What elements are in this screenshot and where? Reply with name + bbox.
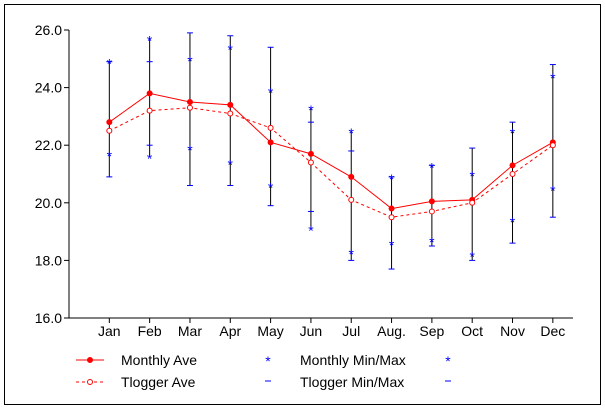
tlogger-ave-line: [109, 107, 554, 218]
legend-asterisk-icon-left: *: [265, 353, 271, 369]
x-tick-label: May: [257, 323, 283, 339]
monthly-minmax-asterisk: *: [349, 246, 355, 262]
monthly-minmax-asterisk: *: [429, 159, 435, 175]
x-tick-label: Jul: [342, 323, 360, 339]
monthly-ave-point: [388, 205, 395, 212]
monthly-minmax-asterisk: *: [228, 156, 234, 172]
x-tick-label: Dec: [540, 323, 565, 339]
tlogger-ave-point: [186, 104, 193, 111]
monthly-minmax-asterisk: *: [349, 125, 355, 141]
tlogger-ave-point: [509, 171, 516, 177]
legend-label-monthly-minmax: Monthly Min/Max: [300, 352, 406, 368]
monthly-ave-point: [428, 198, 435, 205]
monthly-ave-point: [227, 101, 234, 108]
monthly-minmax-asterisk: *: [268, 180, 274, 196]
monthly-minmax-asterisk: *: [308, 223, 314, 239]
monthly-ave-point: [509, 162, 516, 169]
tlogger-ave-point: [227, 110, 234, 117]
monthly-minmax-asterisk: *: [389, 237, 395, 253]
x-tick-label: Nov: [500, 323, 525, 339]
tlogger-ave-point: [549, 142, 556, 149]
monthly-minmax-asterisk: *: [107, 56, 113, 72]
x-tick-label: Aug.: [377, 323, 406, 339]
legend: Monthly Ave Tlogger Ave * Monthly Min/Ma…: [76, 352, 451, 390]
monthly-ave-point: [267, 139, 274, 146]
legend-marker-tlogger-ave: [87, 379, 93, 385]
tlogger-ave-point: [307, 159, 314, 166]
monthly-ave-line: [109, 92, 554, 210]
legend-label-monthly-ave: Monthly Ave: [121, 352, 197, 368]
monthly-ave-point: [348, 173, 355, 180]
y-tick-label: 16.0: [35, 310, 62, 326]
x-tick-label: Oct: [461, 323, 483, 339]
x-tick-label: Apr: [219, 323, 241, 339]
legend-asterisk-icon-right: *: [445, 353, 451, 369]
monthly-minmax-asterisk: *: [429, 234, 435, 250]
tlogger-ave-point: [146, 107, 153, 114]
x-tick-label: Jan: [98, 323, 121, 339]
monthly-minmax-asterisk: *: [308, 102, 314, 118]
x-tick-label: Mar: [178, 323, 202, 339]
tlogger-ave-point: [469, 199, 476, 206]
legend-label-tlogger-ave: Tlogger Ave: [121, 374, 196, 390]
plot-layer: 16.0 18.0 20.0 22.0 24.0 26.0 Jan Feb Mar Apr May J…: [35, 22, 573, 339]
monthly-minmax-asterisk: *: [147, 151, 153, 167]
monthly-ave-point: [186, 99, 193, 105]
monthly-ave-point: [106, 119, 113, 126]
x-tick-label: Jun: [300, 323, 323, 339]
monthly-minmax-asterisk: *: [107, 148, 113, 164]
y-tick-label: 18.0: [35, 252, 62, 268]
monthly-minmax-asterisk: *: [389, 171, 395, 187]
monthly-minmax-asterisk: *: [469, 249, 475, 265]
x-tick-label: Sep: [419, 323, 444, 339]
outer-frame: [4, 4, 601, 405]
y-tick-label: 24.0: [35, 80, 62, 96]
monthly-minmax-asterisk: *: [187, 142, 193, 158]
x-tick-label: Feb: [138, 323, 162, 339]
monthly-minmax-asterisk: *: [510, 125, 516, 141]
monthly-minmax-asterisk: *: [550, 182, 556, 198]
monthly-minmax-asterisk: *: [550, 70, 556, 86]
legend-label-tlogger-minmax: Tlogger Min/Max: [300, 374, 404, 390]
monthly-minmax-asterisk: *: [268, 84, 274, 100]
tlogger-ave-point: [348, 196, 355, 203]
monthly-ave-point: [146, 90, 153, 97]
legend-marker-monthly-ave: [87, 357, 93, 363]
monthly-minmax-asterisk: *: [147, 33, 153, 49]
tlogger-ave-point: [267, 124, 274, 131]
y-tick-label: 20.0: [35, 195, 62, 211]
y-tick-label: 26.0: [35, 22, 62, 38]
monthly-minmax-asterisk: *: [187, 53, 193, 69]
monthly-minmax-asterisk: *: [510, 214, 516, 230]
monthly-minmax-asterisk: *: [228, 41, 234, 57]
monthly-ave-point: [307, 150, 314, 157]
tlogger-ave-point: [428, 208, 435, 215]
tlogger-ave-point: [106, 127, 113, 134]
monthly-minmax-asterisk: *: [469, 168, 475, 184]
tlogger-ave-point: [388, 214, 395, 221]
y-tick-label: 22.0: [35, 137, 62, 153]
